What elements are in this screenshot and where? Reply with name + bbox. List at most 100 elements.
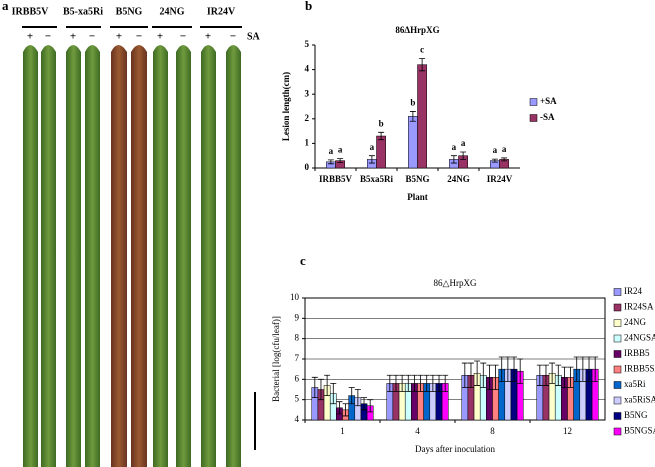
error-bar [368,155,375,164]
sign-label: − [136,31,142,43]
error-bar [579,356,586,382]
x-axis-label: Days after inoculation [415,444,495,454]
y-tick-label: 7 [295,353,300,363]
y-tick-label: 1 [305,137,310,147]
sign-label: + [116,31,122,43]
legend-label: IR24SA [624,302,654,312]
bar [376,135,386,169]
error-bar [386,374,393,392]
error-bar [324,374,331,396]
legend-label: 24NGSA [624,333,655,343]
error-bar [492,364,499,390]
legend-label: -SA [540,112,555,122]
significance-letter: c [420,45,424,55]
error-bar [367,399,374,413]
y-tick-label: 4 [295,414,300,424]
legend-swatch [613,334,622,343]
significance-letter: a [461,138,466,148]
error-bar [419,58,426,72]
error-bar [330,383,337,405]
y-axis-label: Bacterial [log(cfu/leaf)] [271,316,281,402]
y-tick-label: 5 [295,394,300,404]
error-bar [378,131,385,141]
x-tick-label: 24NG [447,174,470,184]
error-bar [542,364,549,386]
y-tick-label: 8 [295,333,300,343]
error-bar [491,158,498,163]
x-tick-label: 4 [415,426,420,436]
leaf-photo: a SA [2,0,261,467]
error-bar [504,356,511,382]
error-bar [498,356,505,382]
error-bar [423,374,430,392]
sign-label: − [45,31,51,43]
x-tick-label: 12 [563,426,572,436]
bar [417,64,427,169]
y-tick-label: 2 [305,113,310,123]
x-tick-label: B5NG [405,174,429,184]
significance-letter: b [379,118,384,128]
significance-letter: a [338,145,343,155]
group-label: IRBB5V [12,6,49,17]
legend-swatch [613,427,622,436]
error-bar [592,356,599,382]
error-bar [561,366,568,388]
bar [408,116,418,169]
x-tick-label: IRBB5V [319,174,353,184]
legend-label: +SA [540,96,557,106]
error-bar [442,374,449,392]
legend-label: IRBB5 [624,348,650,358]
treatment-label: SA [247,31,261,42]
legend-label: xa5RiSA [624,395,655,405]
error-bar [501,157,508,162]
error-bar [486,364,493,390]
error-bar [409,111,416,122]
error-bar [480,362,487,388]
sign-label: − [180,31,186,43]
legend-label: B5NG [624,410,648,420]
error-bar [555,364,562,386]
chart-title: 86△HrpXG [434,278,477,288]
error-bar [436,374,443,392]
legend-label: 24NG [624,317,646,327]
error-bar [337,158,344,163]
sign-label: − [230,31,236,43]
error-bar [461,362,468,388]
error-bar [567,366,574,388]
error-bar [573,356,580,382]
legend-swatch [613,319,622,327]
error-bar [361,397,368,411]
group-label: B5NG [116,6,143,17]
sign-label: + [157,31,163,43]
error-bar [429,374,436,392]
error-bar [342,403,349,417]
legend-swatch [613,365,622,374]
error-bar [474,360,481,386]
error-bar [405,374,412,392]
legend-swatch [529,98,538,106]
significance-letter: a [370,142,375,152]
error-bar [348,387,355,405]
x-tick-label: 1 [340,426,345,436]
x-axis-label: Plant [407,192,428,202]
error-bar [354,389,361,407]
error-bar [517,358,524,384]
sign-label: − [89,31,95,43]
group-label: IR24V [207,6,236,17]
error-bar [450,155,457,164]
panel-label: c [300,253,306,268]
group-label: B5-xa5Ri [63,6,103,17]
error-bar [586,356,593,382]
legend-swatch [613,381,622,389]
legend-swatch [613,396,622,405]
error-bar [417,374,424,392]
legend-label: xa5Ri [624,379,646,389]
y-tick-label: 9 [295,312,300,322]
y-tick-label: 10 [290,292,300,302]
legend-swatch [613,303,622,312]
sign-label: + [27,31,33,43]
error-bar [536,364,543,386]
significance-letter: a [502,144,507,154]
error-bar [327,159,334,165]
